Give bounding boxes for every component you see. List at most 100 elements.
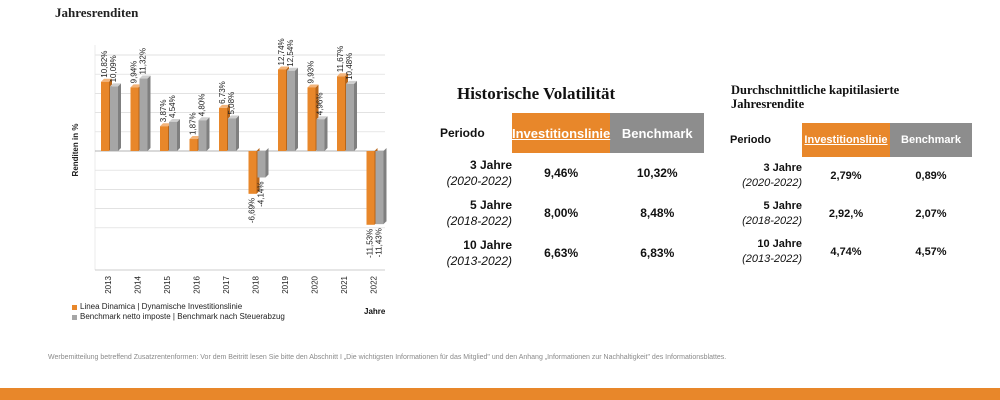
- bar-top: [337, 73, 348, 77]
- data-label: 3,87%: [159, 100, 168, 123]
- bar-top: [130, 84, 142, 88]
- bar-top: [110, 83, 121, 87]
- bar: [337, 76, 345, 151]
- data-label: 11,67%: [336, 46, 345, 73]
- data-label: 5,08%: [227, 92, 236, 115]
- bar: [375, 151, 384, 225]
- bar: [307, 87, 316, 151]
- col-header-investment-line: Investitionslinie: [802, 123, 890, 157]
- bar: [248, 151, 257, 194]
- y-axis-title: Renditen in %: [71, 124, 80, 177]
- bar-chart: 10,82% 10,09% 2013 9,94% 11,32% 2014 3,87% 4,54…: [71, 38, 387, 294]
- col-header-period: Periodo: [730, 134, 771, 146]
- data-label: 9,94%: [130, 61, 139, 84]
- x-axis-title: Jahre: [364, 307, 386, 316]
- value-cell: 0,89%: [915, 170, 947, 182]
- value-cell: 6,63%: [544, 246, 579, 260]
- bar-side: [383, 148, 387, 225]
- bar: [287, 70, 295, 151]
- data-label: -6,69%: [248, 198, 257, 223]
- bar-side: [324, 116, 328, 151]
- bar: [198, 120, 207, 151]
- x-tick-label: 2020: [311, 275, 320, 293]
- legend-swatch-gray: [72, 314, 77, 320]
- bar-top: [101, 78, 112, 82]
- bar: [278, 69, 286, 151]
- bar: [346, 83, 354, 151]
- x-tick-label: 2013: [104, 275, 113, 293]
- data-label: 9,93%: [307, 61, 316, 84]
- data-label: 12,74%: [277, 38, 286, 65]
- value-cell: 4,57%: [915, 246, 947, 258]
- bar-side: [206, 117, 210, 151]
- bar-top: [287, 67, 298, 71]
- period-cell: 3 Jahre (2020-2022): [446, 158, 512, 188]
- volatility-table-title: Historische Volatilität: [457, 84, 616, 103]
- bar: [228, 118, 236, 151]
- data-label: 1,87%: [189, 112, 198, 135]
- value-cell: 2,07%: [915, 208, 947, 220]
- bar: [257, 151, 266, 178]
- col-header-benchmark: Benchmark: [890, 123, 972, 157]
- data-label: 12,54%: [286, 40, 295, 67]
- value-cell: 4,74%: [830, 246, 862, 258]
- bar-side: [236, 115, 239, 151]
- value-cell: 2,79%: [830, 170, 862, 182]
- bar-top: [307, 84, 319, 88]
- bottom-accent-bar: [0, 388, 1000, 400]
- table-row: 3 Jahre (2020-2022) 9,46% 10,32%: [436, 153, 704, 193]
- data-label: 11,32%: [139, 48, 148, 75]
- bar-side: [147, 75, 151, 151]
- bar-side: [265, 148, 269, 178]
- legend-label: Linea Dinamica | Dynamische Investitions…: [80, 302, 243, 311]
- col-header-benchmark: Benchmark: [610, 113, 705, 153]
- bar: [160, 126, 168, 151]
- bar-side: [118, 83, 121, 151]
- disclaimer-text: Werbemitteilung betreffend Zusatzrentenf…: [48, 354, 727, 361]
- value-cell: 6,83%: [640, 246, 675, 260]
- table-row: 3 Jahre (2020-2022) 2,79% 0,89%: [724, 157, 972, 195]
- x-tick-label: 2018: [252, 275, 261, 293]
- table-row: 5 Jahre (2018-2022) 2,92,% 2,07%: [724, 195, 972, 233]
- bar-top: [198, 117, 210, 121]
- data-label: 4,54%: [168, 95, 177, 118]
- x-tick-label: 2014: [134, 275, 143, 293]
- bar-top: [346, 80, 357, 84]
- bar-side: [354, 80, 357, 151]
- legend-swatch-orange: [72, 304, 77, 310]
- bar: [101, 81, 109, 151]
- data-label: -4,14%: [257, 181, 266, 206]
- table-row: 10 Jahre (2013-2022) 6,63% 6,83%: [436, 233, 704, 273]
- volatility-table: Periodo Investitionslinie Benchmark 3 Ja…: [436, 113, 705, 273]
- legend-item-series-1: Linea Dinamica | Dynamische Investitions…: [72, 302, 285, 312]
- table-row: 10 Jahre (2013-2022) 4,74% 4,57%: [724, 233, 972, 271]
- period-cell: 10 Jahre (2013-2022): [742, 238, 802, 265]
- bar-top: [169, 118, 180, 122]
- value-cell: 10,32%: [636, 166, 678, 180]
- bar-top: [316, 116, 328, 120]
- bar: [219, 107, 227, 151]
- x-tick-label: 2016: [193, 275, 202, 293]
- col-header-investment-line: Investitionslinie: [512, 113, 611, 153]
- return-table: Periodo Investitionslinie Benchmark 3 Ja…: [724, 123, 972, 271]
- data-label: 10,48%: [345, 53, 354, 80]
- value-cell: 8,48%: [640, 206, 675, 220]
- chart-title: Jahresrenditen: [55, 5, 139, 20]
- bar-top: [189, 136, 201, 140]
- data-label: 10,82%: [100, 51, 109, 78]
- bar-top: [219, 104, 230, 108]
- bar: [366, 151, 375, 225]
- data-label: -11,43%: [375, 228, 384, 257]
- bar-top: [160, 123, 171, 127]
- table-row: 5 Jahre (2018-2022) 8,00% 8,48%: [436, 193, 704, 233]
- bar-top: [228, 115, 239, 119]
- chart-legend: Linea Dinamica | Dynamische Investitions…: [72, 302, 285, 322]
- data-label: 4,96%: [316, 93, 325, 116]
- data-label: -11,53%: [366, 229, 375, 258]
- bar: [316, 119, 325, 151]
- legend-item-series-2: Benchmark netto imposte | Benchmark nach…: [72, 312, 285, 322]
- bar: [139, 78, 148, 151]
- period-cell: 10 Jahre (2013-2022): [446, 238, 512, 268]
- bar: [189, 139, 198, 151]
- col-header-period: Periodo: [440, 126, 485, 140]
